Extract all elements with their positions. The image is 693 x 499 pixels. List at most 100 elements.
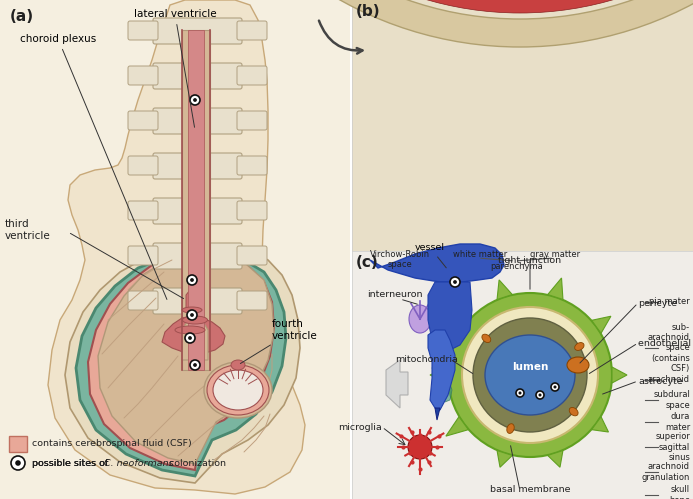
Circle shape [190, 313, 194, 317]
Text: pericyte: pericyte [638, 298, 677, 307]
FancyBboxPatch shape [128, 66, 158, 85]
FancyBboxPatch shape [153, 153, 242, 179]
Text: vessel: vessel [415, 243, 446, 268]
Circle shape [11, 456, 25, 470]
Text: lateral ventricle: lateral ventricle [134, 9, 216, 127]
Text: C. neoformans: C. neoformans [104, 459, 174, 468]
Wedge shape [174, 0, 693, 47]
Text: sub-
arachnoid
space
(contains
CSF): sub- arachnoid space (contains CSF) [648, 323, 690, 373]
Polygon shape [386, 360, 408, 408]
Text: skull
bone: skull bone [669, 486, 690, 499]
Polygon shape [446, 314, 468, 333]
Polygon shape [426, 367, 448, 383]
Text: Virchow-Robin
space: Virchow-Robin space [370, 250, 430, 269]
Polygon shape [438, 378, 452, 402]
Polygon shape [432, 360, 448, 382]
FancyBboxPatch shape [128, 291, 158, 310]
Ellipse shape [485, 335, 575, 415]
Bar [352, 251, 693, 499]
Ellipse shape [182, 316, 207, 324]
Wedge shape [206, 0, 693, 13]
Circle shape [408, 435, 432, 459]
Bar [182, 30, 210, 370]
Circle shape [187, 275, 197, 285]
FancyBboxPatch shape [153, 18, 242, 44]
Ellipse shape [574, 343, 584, 350]
FancyBboxPatch shape [237, 291, 267, 310]
FancyBboxPatch shape [128, 21, 158, 40]
Polygon shape [592, 417, 609, 433]
Ellipse shape [507, 424, 514, 434]
Polygon shape [446, 417, 468, 436]
Ellipse shape [213, 370, 263, 410]
FancyBboxPatch shape [153, 243, 242, 269]
FancyBboxPatch shape [128, 201, 158, 220]
FancyBboxPatch shape [237, 111, 267, 130]
Circle shape [450, 277, 460, 287]
Circle shape [190, 278, 194, 282]
Bar [188, 30, 204, 370]
Polygon shape [88, 252, 274, 470]
Circle shape [551, 383, 559, 391]
Text: colonization: colonization [166, 459, 226, 468]
Circle shape [448, 293, 612, 457]
Polygon shape [428, 282, 472, 350]
Text: arachnoid
granulation: arachnoid granulation [642, 462, 690, 482]
Polygon shape [612, 367, 627, 383]
Text: fourth
ventricle: fourth ventricle [240, 319, 318, 364]
Polygon shape [76, 254, 286, 476]
Circle shape [190, 95, 200, 105]
Text: choroid plexus: choroid plexus [20, 34, 167, 299]
FancyBboxPatch shape [237, 246, 267, 265]
Text: possible sites of: possible sites of [32, 459, 112, 468]
Ellipse shape [482, 334, 491, 342]
Circle shape [536, 391, 544, 399]
Text: mitochondria: mitochondria [395, 354, 458, 363]
Circle shape [187, 310, 197, 320]
Ellipse shape [207, 365, 269, 415]
Polygon shape [592, 314, 614, 333]
Text: white matter: white matter [453, 250, 507, 259]
Text: subdural
space: subdural space [653, 390, 690, 410]
Circle shape [15, 460, 21, 466]
Polygon shape [182, 316, 208, 360]
FancyBboxPatch shape [9, 436, 27, 452]
Circle shape [193, 98, 197, 102]
FancyBboxPatch shape [153, 198, 242, 224]
FancyBboxPatch shape [237, 201, 267, 220]
Text: (c): (c) [356, 255, 379, 270]
Text: gray matter: gray matter [530, 250, 580, 259]
Text: basal membrane: basal membrane [490, 485, 570, 494]
Circle shape [188, 336, 192, 340]
Polygon shape [497, 451, 512, 467]
Ellipse shape [569, 408, 578, 416]
Ellipse shape [175, 326, 205, 334]
Text: possible sites of: possible sites of [32, 459, 112, 468]
Ellipse shape [409, 305, 431, 333]
FancyBboxPatch shape [153, 63, 242, 89]
Text: arachnoid: arachnoid [648, 376, 690, 385]
Text: contains cerebrospinal fluid (CSF): contains cerebrospinal fluid (CSF) [32, 439, 192, 448]
Text: possible sites of: possible sites of [32, 459, 112, 468]
Polygon shape [435, 408, 440, 420]
Ellipse shape [231, 360, 245, 370]
Text: endothelial cell: endothelial cell [638, 338, 693, 347]
Polygon shape [428, 330, 455, 410]
Ellipse shape [204, 362, 272, 418]
Text: superior
sagittal
sinus: superior sagittal sinus [655, 432, 690, 462]
Circle shape [473, 318, 587, 432]
Polygon shape [547, 451, 563, 468]
Polygon shape [98, 254, 274, 464]
Text: dura
mater: dura mater [665, 412, 690, 432]
FancyBboxPatch shape [153, 288, 242, 314]
Text: interneuron: interneuron [367, 290, 423, 299]
Circle shape [185, 333, 195, 343]
Text: (b): (b) [356, 4, 380, 19]
FancyBboxPatch shape [237, 156, 267, 175]
Bar [0, 0, 350, 499]
Text: astrocyte: astrocyte [638, 377, 683, 386]
Bar [352, 0, 693, 251]
FancyBboxPatch shape [237, 21, 267, 40]
FancyBboxPatch shape [128, 156, 158, 175]
Polygon shape [186, 288, 203, 314]
